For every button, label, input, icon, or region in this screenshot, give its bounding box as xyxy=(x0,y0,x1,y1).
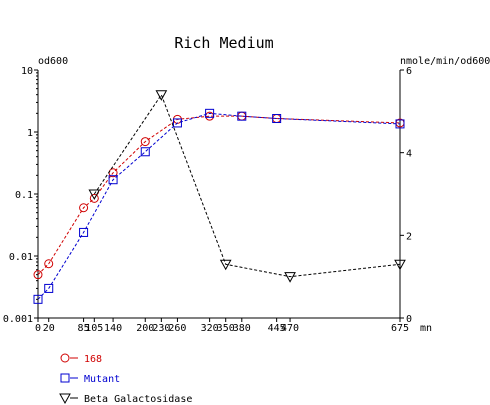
x-tick-label: 380 xyxy=(233,323,251,334)
series-2-point xyxy=(108,175,118,185)
series-1-point xyxy=(44,259,54,269)
x-axis-unit: mn xyxy=(420,323,432,334)
series-3-point xyxy=(155,90,168,101)
y-right-tick-label: 0 xyxy=(406,314,412,325)
x-tick-label: 230 xyxy=(152,323,170,334)
series-line-3 xyxy=(93,93,401,278)
series-3-point xyxy=(284,272,296,283)
legend-marker-1 xyxy=(60,353,70,363)
series-2-point xyxy=(272,114,282,124)
series-1-point xyxy=(89,193,99,203)
x-tick-label: 0 xyxy=(35,323,41,334)
series-1-point xyxy=(79,203,89,213)
x-tick-label: 85 xyxy=(78,323,90,334)
series-1-point xyxy=(140,137,150,147)
legend-label-1: 168 xyxy=(84,354,102,365)
series-2-point xyxy=(395,119,405,129)
legend-label-3: Beta Galactosidase xyxy=(84,394,192,405)
legend-marker-2 xyxy=(60,373,70,383)
legend-label-2: Mutant xyxy=(84,374,120,385)
series-2-point xyxy=(205,108,215,118)
chart-title: Rich Medium xyxy=(174,34,273,52)
series-1-point xyxy=(33,270,43,280)
y-left-tick-label: 1 xyxy=(27,128,33,139)
series-2-point xyxy=(33,294,43,304)
x-tick-label: 140 xyxy=(104,323,122,334)
x-tick-label: 20 xyxy=(43,323,55,334)
series-2-point xyxy=(44,283,54,293)
y-left-tick-label: 0.001 xyxy=(3,314,33,325)
series-3-point xyxy=(88,189,101,201)
y-left-tick-label: 10 xyxy=(21,66,33,77)
y-right-tick-label: 2 xyxy=(406,231,412,242)
y-right-tick-label: 6 xyxy=(406,66,412,77)
series-3-point xyxy=(394,259,406,271)
x-tick-label: 260 xyxy=(168,323,186,334)
series-2-point xyxy=(172,118,182,128)
x-tick-label: 320 xyxy=(201,323,219,334)
x-tick-label: 350 xyxy=(217,323,235,334)
right-axis-label: nmole/min/od600 xyxy=(400,56,490,67)
series-line-2 xyxy=(37,112,401,300)
series-2-point xyxy=(237,111,247,121)
y-left-tick-label: 0.1 xyxy=(15,190,33,201)
series-2-point xyxy=(140,147,150,157)
x-tick-label: 445 xyxy=(268,323,286,334)
x-tick-label: 470 xyxy=(281,323,299,334)
legend-marker-3 xyxy=(59,393,71,405)
y-left-tick-label: 0.01 xyxy=(9,252,33,263)
series-2-point xyxy=(79,227,89,237)
x-tick-label: 105 xyxy=(85,323,103,334)
y-right-tick-label: 4 xyxy=(406,149,412,160)
x-tick-label: 200 xyxy=(136,323,154,334)
left-axis-label: od600 xyxy=(38,56,68,67)
x-tick-label: 675 xyxy=(391,323,409,334)
series-3-point xyxy=(219,259,232,271)
